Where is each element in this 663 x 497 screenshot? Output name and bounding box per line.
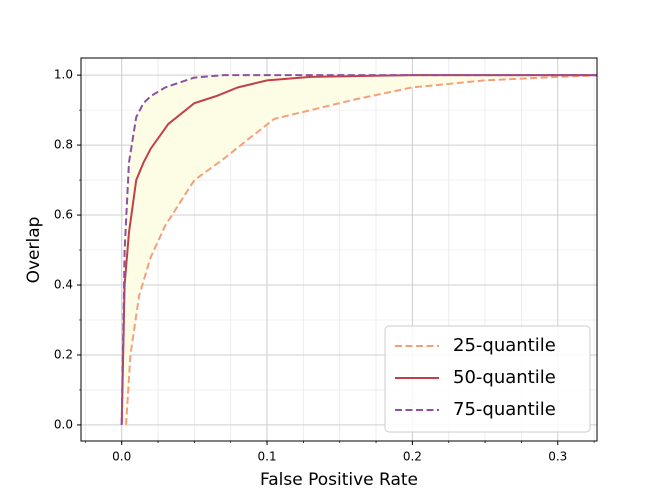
series-line xyxy=(120,74,597,425)
plot-area xyxy=(120,74,597,425)
legend-label: 50-quantile xyxy=(453,367,556,388)
legend-label: 25-quantile xyxy=(453,335,556,356)
axes-frame xyxy=(80,57,598,442)
x-tick-label: 0.0 xyxy=(112,450,131,464)
band-fill xyxy=(121,75,597,425)
x-tick-label: 0.1 xyxy=(258,450,277,464)
y-tick-label: 1.0 xyxy=(54,68,73,82)
x-tick-label: 0.2 xyxy=(403,450,422,464)
y-tick-label: 0.6 xyxy=(54,208,73,222)
y-tick-label: 0.8 xyxy=(54,138,73,152)
y-tick-label: 0.4 xyxy=(54,278,73,292)
legend-label: 75-quantile xyxy=(453,399,556,420)
y-tick-label: 0.2 xyxy=(54,347,73,361)
x-axis-label: False Positive Rate xyxy=(260,470,418,490)
y-tick-label: 0.0 xyxy=(54,417,73,431)
x-tick-label: 0.3 xyxy=(548,450,567,464)
legend-box xyxy=(384,325,591,433)
series-line xyxy=(120,74,597,425)
series-line xyxy=(125,74,597,425)
y-axis-label: Overlap xyxy=(24,217,44,284)
